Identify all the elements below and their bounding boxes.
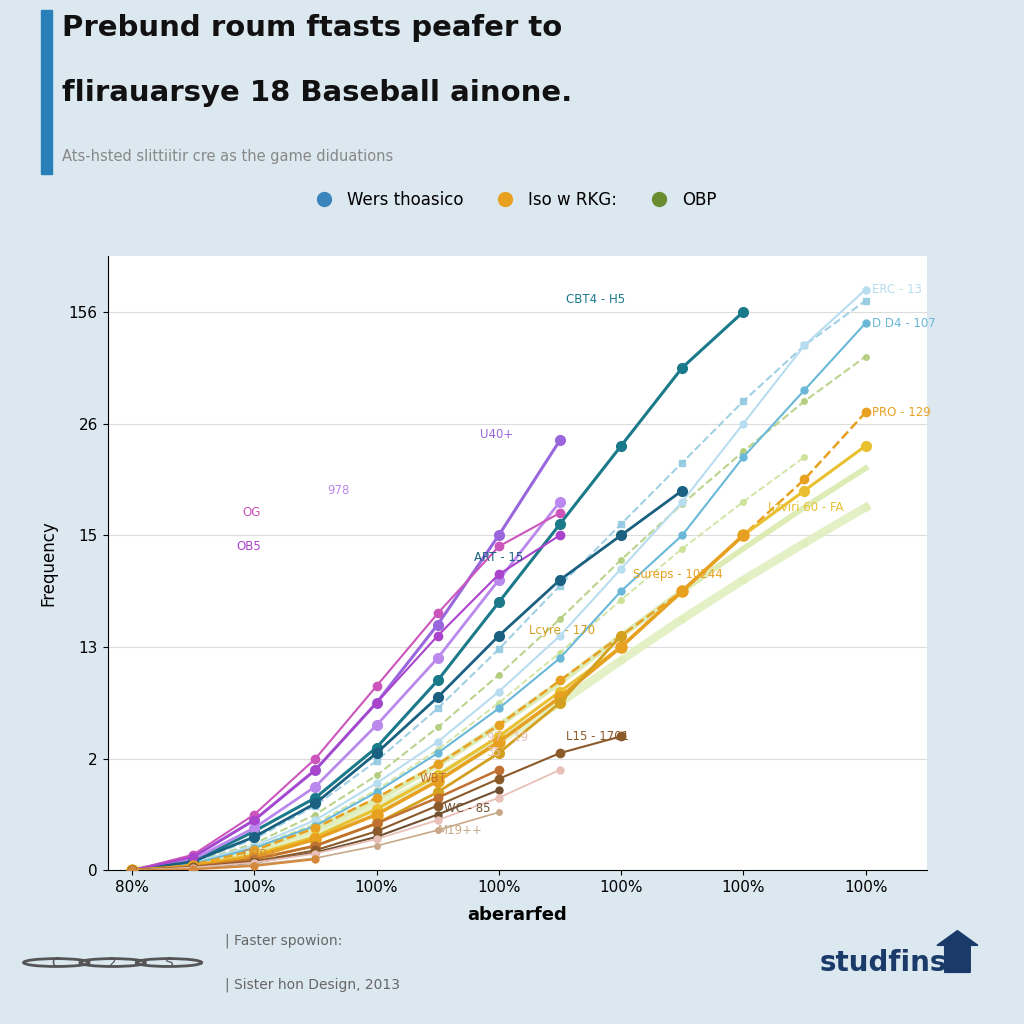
Text: OB5: OB5	[236, 540, 261, 553]
Text: OBB+: OBB+	[242, 849, 278, 861]
Text: ART - 15: ART - 15	[474, 551, 523, 564]
Text: Lzviri 60 - FA: Lzviri 60 - FA	[768, 501, 844, 514]
FancyArrow shape	[937, 931, 978, 973]
Text: flirauarsye 18 Baseball ainone.: flirauarsye 18 Baseball ainone.	[61, 79, 572, 108]
Text: WC - 85: WC - 85	[443, 803, 490, 815]
Text: studfins: studfins	[819, 948, 946, 977]
Text: S: S	[165, 955, 173, 970]
Text: U40+: U40+	[480, 428, 514, 441]
Text: | Faster spowion:: | Faster spowion:	[225, 933, 343, 947]
Text: ERC - 13: ERC - 13	[871, 283, 922, 296]
Text: 2: 2	[109, 955, 117, 970]
Y-axis label: Frequency: Frequency	[40, 520, 57, 606]
Text: CBT4 - H5: CBT4 - H5	[566, 293, 626, 306]
Text: C: C	[51, 955, 61, 970]
Text: L15 - 1701: L15 - 1701	[566, 730, 629, 742]
X-axis label: aberarfed: aberarfed	[467, 906, 567, 925]
Text: Sureps - 10244: Sureps - 10244	[633, 568, 723, 581]
Text: 97.  19
35: 97. 19 35	[486, 731, 527, 759]
Text: D D4 - 107: D D4 - 107	[871, 316, 936, 330]
Legend: Wers thoasico, Iso w RKG:, OBP: Wers thoasico, Iso w RKG:, OBP	[300, 184, 724, 215]
Text: WBT: WBT	[419, 772, 446, 785]
Text: | Sister hon Design, 2013: | Sister hon Design, 2013	[225, 978, 400, 992]
Text: PRO - 129: PRO - 129	[871, 406, 931, 419]
Bar	[41, 10, 52, 174]
Text: Lcyre - 170: Lcyre - 170	[529, 624, 596, 637]
Text: Prebund roum ftasts peafer to: Prebund roum ftasts peafer to	[61, 13, 562, 42]
Text: Ats-hsted slittiitir cre as the game diduations: Ats-hsted slittiitir cre as the game did…	[61, 150, 393, 164]
Text: 978: 978	[328, 484, 350, 497]
Text: OG: OG	[242, 507, 260, 519]
Text: M19++: M19++	[437, 824, 482, 837]
